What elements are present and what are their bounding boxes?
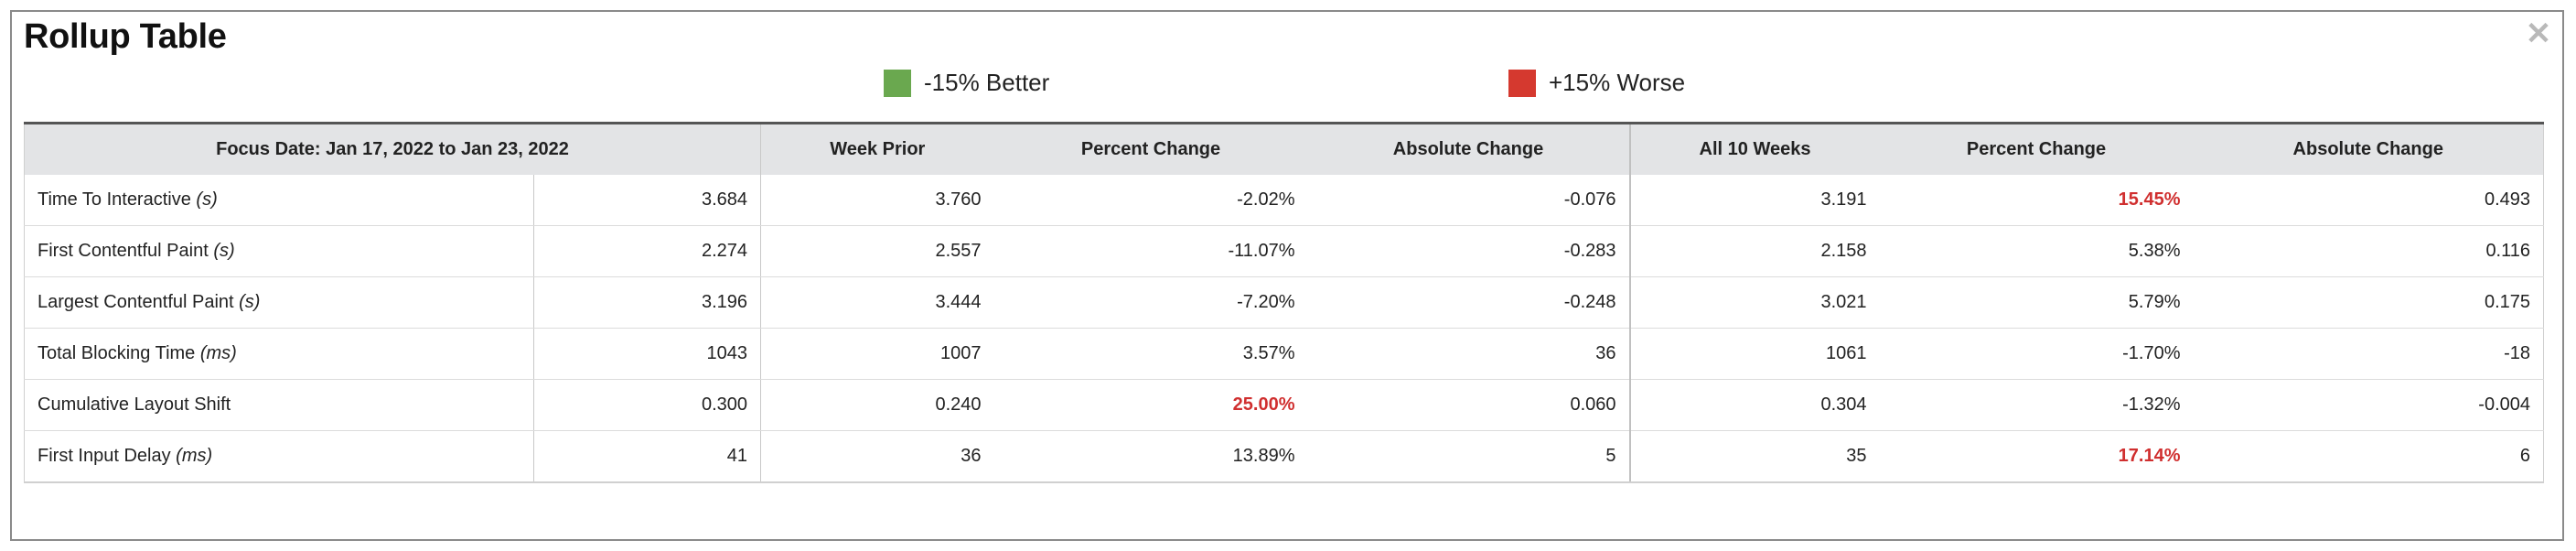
percent-change-2-value: 15.45% — [2118, 189, 2181, 210]
header-percent-change-2: Percent Change — [1879, 122, 2194, 175]
percent-change-1: 3.57% — [993, 328, 1308, 380]
metric-unit: (ms) — [176, 445, 213, 466]
focus-value: 3.196 — [533, 276, 762, 329]
percent-change-2: -1.70% — [1879, 328, 2194, 380]
metric-label: Largest Contentful Paint — [38, 292, 240, 312]
focus-value: 41 — [533, 430, 762, 483]
percent-change-2-value: 17.14% — [2118, 445, 2181, 466]
absolute-change-2: -0.004 — [2193, 379, 2545, 431]
metric-label: Total Blocking Time — [38, 343, 200, 363]
legend-worse-label: +15% Worse — [1549, 69, 1686, 96]
week-prior-value: 36 — [760, 430, 994, 483]
focus-value: 1043 — [533, 328, 762, 380]
legend-worse: +15% Worse — [1508, 69, 1685, 97]
percent-change-2: 15.45% — [1879, 174, 2194, 226]
worse-swatch — [1508, 69, 1536, 97]
absolute-change-1: -0.076 — [1307, 174, 1631, 226]
header-absolute-change-1: Absolute Change — [1307, 122, 1631, 175]
week-prior-value: 2.557 — [760, 225, 994, 277]
table-row: Largest Contentful Paint (s) 3.196 3.444 -7… — [24, 276, 2545, 329]
table-row: First Input Delay (ms) 41 36 13.89% 5 35 17.14… — [24, 430, 2545, 483]
header-all-weeks: All 10 Weeks — [1629, 122, 1880, 175]
all-weeks-value: 1061 — [1629, 328, 1880, 380]
rollup-table-wrap: Focus Date: Jan 17, 2022 to Jan 23, 2022… — [23, 122, 2545, 483]
absolute-change-2: 0.175 — [2193, 276, 2545, 329]
table-row: First Contentful Paint (s) 2.274 2.557 -11.… — [24, 225, 2545, 277]
metric-cell: Time To Interactive (s) — [24, 174, 534, 226]
absolute-change-1: -0.248 — [1307, 276, 1631, 329]
metric-cell: Largest Contentful Paint (s) — [24, 276, 534, 329]
table-row: Cumulative Layout Shift 0.300 0.240 25.00% 0… — [24, 379, 2545, 431]
week-prior-value: 0.240 — [760, 379, 994, 431]
all-weeks-value: 0.304 — [1629, 379, 1880, 431]
absolute-change-2: 6 — [2193, 430, 2545, 483]
all-weeks-value: 3.021 — [1629, 276, 1880, 329]
header-absolute-change-2: Absolute Change — [2193, 122, 2545, 175]
all-weeks-value: 35 — [1629, 430, 1880, 483]
table-header-row: Focus Date: Jan 17, 2022 to Jan 23, 2022… — [23, 122, 2545, 175]
table-row: Time To Interactive (s) 3.684 3.760 -2.02% -… — [24, 174, 2545, 226]
percent-change-2: -1.32% — [1879, 379, 2194, 431]
header-focus-date: Focus Date: Jan 17, 2022 to Jan 23, 2022 — [23, 122, 762, 175]
metric-unit: (s) — [196, 189, 218, 210]
all-weeks-value: 3.191 — [1629, 174, 1880, 226]
week-prior-value: 3.444 — [760, 276, 994, 329]
focus-value: 2.274 — [533, 225, 762, 277]
percent-change-1: -2.02% — [993, 174, 1308, 226]
week-prior-value: 1007 — [760, 328, 994, 380]
percent-change-1: -7.20% — [993, 276, 1308, 329]
absolute-change-1: -0.283 — [1307, 225, 1631, 277]
absolute-change-2: 0.116 — [2193, 225, 2545, 277]
table-row: Total Blocking Time (ms) 1043 1007 3.57% 36 1… — [24, 328, 2545, 380]
percent-change-1-value: 25.00% — [1232, 394, 1295, 415]
metric-label: Time To Interactive — [38, 189, 197, 210]
dialog-title: Rollup Table — [24, 17, 227, 56]
header-week-prior: Week Prior — [760, 122, 994, 175]
metric-label: First Input Delay — [38, 445, 177, 466]
metric-label: Cumulative Layout Shift — [38, 394, 231, 415]
metric-cell: Total Blocking Time (ms) — [24, 328, 534, 380]
week-prior-value: 3.760 — [760, 174, 994, 226]
percent-change-1: 13.89% — [993, 430, 1308, 483]
absolute-change-1: 5 — [1307, 430, 1631, 483]
absolute-change-1: 0.060 — [1307, 379, 1631, 431]
all-weeks-value: 2.158 — [1629, 225, 1880, 277]
metric-cell: Cumulative Layout Shift — [24, 379, 534, 431]
metric-cell: First Contentful Paint (s) — [24, 225, 534, 277]
percent-change-2: 5.38% — [1879, 225, 2194, 277]
percent-change-1: 25.00% — [993, 379, 1308, 431]
legend-better-label: -15% Better — [924, 69, 1050, 96]
absolute-change-2: 0.493 — [2193, 174, 2545, 226]
percent-change-2: 5.79% — [1879, 276, 2194, 329]
metric-unit: (s) — [213, 241, 235, 261]
legend: -15% Better +15% Worse — [12, 69, 2562, 102]
percent-change-2: 17.14% — [1879, 430, 2194, 483]
focus-value: 3.684 — [533, 174, 762, 226]
rollup-dialog: Rollup Table ✕ -15% Better +15% Worse Fo… — [10, 10, 2564, 541]
metric-cell: First Input Delay (ms) — [24, 430, 534, 483]
metric-unit: (ms) — [199, 343, 237, 363]
metric-label: First Contentful Paint — [38, 241, 214, 261]
absolute-change-2: -18 — [2193, 328, 2545, 380]
close-icon[interactable]: ✕ — [2525, 16, 2552, 51]
absolute-change-1: 36 — [1307, 328, 1631, 380]
header-percent-change-1: Percent Change — [993, 122, 1308, 175]
metric-unit: (s) — [239, 292, 261, 312]
legend-better: -15% Better — [884, 69, 1049, 97]
percent-change-1: -11.07% — [993, 225, 1308, 277]
better-swatch — [884, 69, 911, 97]
rollup-table: Focus Date: Jan 17, 2022 to Jan 23, 2022… — [23, 122, 2545, 483]
focus-value: 0.300 — [533, 379, 762, 431]
